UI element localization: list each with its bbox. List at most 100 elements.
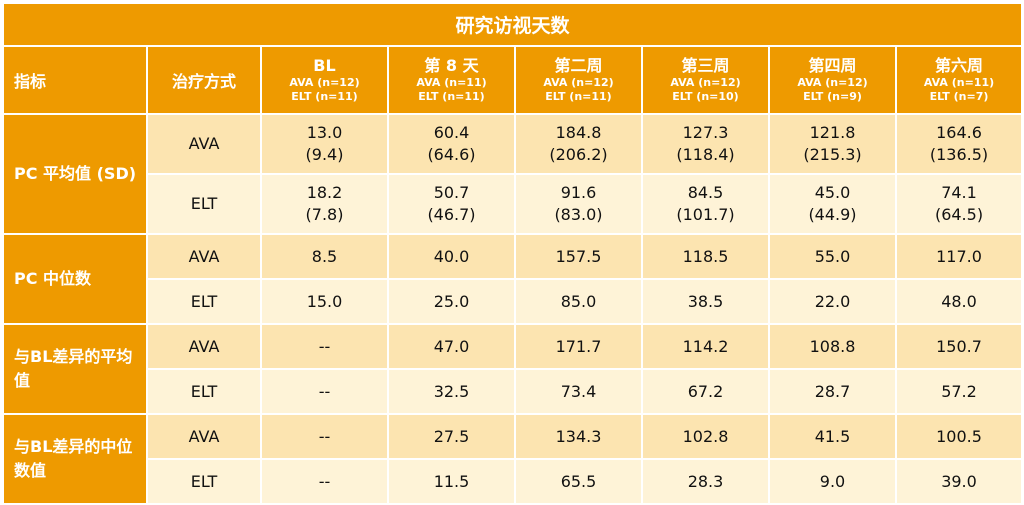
treatment-cell: AVA — [146, 413, 262, 460]
data-cell: 91.6 (83.0) — [514, 173, 643, 235]
visit-name: 第四周 — [808, 56, 857, 75]
title-row: 研究访视天数 — [1, 2, 1024, 47]
treatment-cell: ELT — [146, 458, 262, 505]
metric-label-mean-change: 与BL差异的平均值 — [2, 323, 148, 415]
data-cell: 74.1 (64.5) — [894, 173, 1024, 235]
table-title: 研究访视天数 — [1, 2, 1024, 47]
visit-name: 第二周 — [554, 56, 603, 75]
cell-sd: (206.2) — [549, 145, 608, 164]
data-cell: 164.6 (136.5) — [894, 113, 1024, 175]
data-cell: 60.4 (64.6) — [387, 113, 516, 175]
data-cell: 11.5 — [387, 458, 516, 505]
data-cell: 38.5 — [641, 278, 770, 325]
table-row: ELT 18.2 (7.8) 50.7 (46.7) 91.6 (83.0) 84.5… — [3, 173, 1024, 235]
cell-sd: (64.6) — [427, 145, 476, 164]
table-row: ELT 15.0 25.0 85.0 38.5 22.0 48.0 — [3, 278, 1024, 325]
visit-ava-count: AVA (n=12) — [670, 76, 741, 89]
data-cell: 65.5 — [514, 458, 643, 505]
data-cell: 134.3 — [514, 413, 643, 460]
data-cell: -- — [260, 368, 389, 415]
data-cell: 57.2 — [894, 368, 1024, 415]
data-cell: 150.7 — [894, 323, 1024, 370]
metric-label-pc-mean: PC 平均值 (SD) — [2, 113, 148, 235]
data-cell: 171.7 — [514, 323, 643, 370]
data-cell: -- — [260, 323, 389, 370]
visit-ava-count: AVA (n=12) — [289, 76, 360, 89]
data-cell: 15.0 — [260, 278, 389, 325]
visit-column-header-week2: 第二周 AVA (n=12) ELT (n=11) — [514, 45, 643, 115]
cell-sd: (64.5) — [934, 205, 984, 224]
cell-value: 127.3 — [682, 123, 729, 142]
visit-elt-count: ELT (n=9) — [803, 90, 862, 103]
data-cell: 45.0 (44.9) — [768, 173, 897, 235]
cell-value: 45.0 — [814, 183, 851, 202]
cell-sd: (46.7) — [427, 205, 476, 224]
visit-column-header-bl: BL AVA (n=12) ELT (n=11) — [260, 45, 389, 115]
cell-value: 13.0 — [306, 123, 343, 142]
data-cell: 8.5 — [260, 233, 389, 280]
metric-label-median-change: 与BL差异的中位数值 — [2, 413, 148, 505]
data-cell: 41.5 — [768, 413, 897, 460]
cell-value: 91.6 — [560, 183, 597, 202]
cell-value: 50.7 — [433, 183, 470, 202]
cell-sd: (7.8) — [305, 205, 344, 224]
cell-value: 18.2 — [306, 183, 343, 202]
data-cell: 108.8 — [768, 323, 897, 370]
visit-name: BL — [313, 56, 336, 75]
data-cell: 39.0 — [894, 458, 1024, 505]
data-cell: -- — [260, 458, 389, 505]
treatment-cell: AVA — [146, 113, 262, 175]
visit-elt-count: ELT (n=11) — [545, 90, 612, 103]
treatment-column-header: 治疗方式 — [146, 45, 262, 115]
visit-column-header-week6: 第六周 AVA (n=11) ELT (n=7) — [894, 45, 1024, 115]
data-cell: 85.0 — [514, 278, 643, 325]
metric-label-pc-median: PC 中位数 — [2, 233, 148, 325]
table-row: PC 中位数 AVA 8.5 40.0 157.5 118.5 55.0 117… — [2, 233, 1024, 325]
table-row: 与BL差异的中位数值 AVA -- 27.5 134.3 102.8 41.5 … — [2, 413, 1024, 505]
data-cell: 117.0 — [894, 233, 1024, 280]
visit-elt-count: ELT (n=10) — [672, 90, 739, 103]
cell-sd: (44.9) — [808, 205, 857, 224]
data-cell: 100.5 — [894, 413, 1024, 460]
visit-ava-count: AVA (n=12) — [797, 76, 868, 89]
cell-sd: (118.4) — [676, 145, 735, 164]
data-cell: 13.0 (9.4) — [260, 113, 389, 175]
visit-name: 第三周 — [681, 56, 730, 75]
header-row: 指标 治疗方式 BL AVA (n=12) ELT (n=11) 第 8 天 A… — [2, 45, 1024, 115]
metric-column-header: 指标 — [2, 45, 148, 115]
table-row: PC 平均值 (SD) AVA 13.0 (9.4) 60.4 (64.6) 184… — [2, 113, 1024, 235]
data-cell: 28.3 — [641, 458, 770, 505]
table-row: 与BL差异的平均值 AVA -- 47.0 171.7 114.2 108.8 … — [2, 323, 1024, 415]
data-cell: 50.7 (46.7) — [387, 173, 516, 235]
data-cell: 18.2 (7.8) — [260, 173, 389, 235]
treatment-cell: ELT — [146, 368, 262, 415]
data-cell: 32.5 — [387, 368, 516, 415]
visit-name: 第六周 — [935, 56, 984, 75]
cell-value: 184.8 — [555, 123, 602, 142]
visit-ava-count: AVA (n=11) — [416, 76, 487, 89]
cell-sd: (83.0) — [554, 205, 603, 224]
treatment-cell: AVA — [146, 233, 262, 280]
cell-sd: (215.3) — [803, 145, 862, 164]
data-cell: 27.5 — [387, 413, 516, 460]
data-cell: 25.0 — [387, 278, 516, 325]
data-cell: 118.5 — [641, 233, 770, 280]
cell-sd: (136.5) — [929, 145, 989, 164]
data-cell: 47.0 — [387, 323, 516, 370]
data-cell: 157.5 — [514, 233, 643, 280]
data-cell: 73.4 — [514, 368, 643, 415]
data-cell: 9.0 — [768, 458, 897, 505]
data-cell: 184.8 (206.2) — [514, 113, 643, 175]
data-cell: 55.0 — [768, 233, 897, 280]
data-cell: 121.8 (215.3) — [768, 113, 897, 175]
cell-sd: (101.7) — [676, 205, 735, 224]
table-row: ELT -- 11.5 65.5 28.3 9.0 39.0 — [3, 458, 1024, 505]
visit-column-header-week3: 第三周 AVA (n=12) ELT (n=10) — [641, 45, 770, 115]
data-cell: 28.7 — [768, 368, 897, 415]
data-cell: 67.2 — [641, 368, 770, 415]
data-cell: 114.2 — [641, 323, 770, 370]
cell-value: 121.8 — [809, 123, 856, 142]
treatment-cell: AVA — [146, 323, 262, 370]
data-cell: 84.5 (101.7) — [641, 173, 770, 235]
